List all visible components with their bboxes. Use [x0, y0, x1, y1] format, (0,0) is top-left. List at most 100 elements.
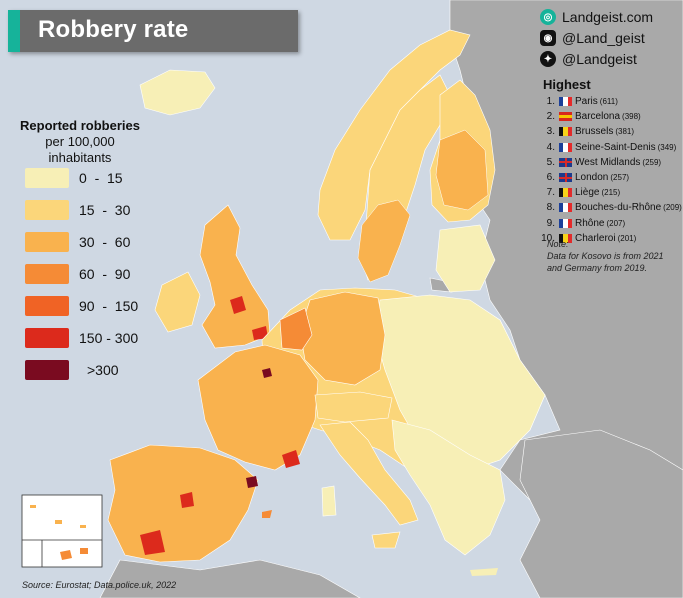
rank-number: 3. — [546, 126, 555, 138]
flag-icon — [559, 127, 572, 137]
italy — [319, 421, 419, 526]
legend-label: 0 - 15 — [79, 170, 123, 186]
legend-swatch — [25, 168, 69, 188]
legend-item: 15 - 30 — [25, 200, 130, 220]
flag-icon — [559, 218, 572, 228]
place-value: (349) — [657, 142, 677, 152]
great-britain-hotspots — [230, 296, 268, 340]
place-value: (611) — [599, 97, 618, 106]
place-name: Paris — [575, 96, 598, 107]
highest-item: 4. Seine-Saint-Denis (349) — [541, 141, 677, 153]
brand-twitter: @Landgeist — [562, 51, 637, 67]
highest-item: 9. Rhône (207) — [541, 217, 626, 229]
flag-icon — [559, 142, 572, 152]
highest-item: 1. Paris (611) — [541, 96, 618, 107]
place-value: (201) — [617, 233, 637, 243]
norway — [317, 29, 471, 241]
rank-number: 4. — [546, 141, 555, 153]
balearic — [262, 510, 272, 518]
highest-item: 7. Liège (215) — [541, 187, 621, 199]
place-name: Rhône — [575, 217, 605, 229]
barcelona — [246, 476, 258, 488]
france-paris — [262, 368, 272, 378]
rank-number: 1. — [546, 96, 555, 107]
iberia-hotspots — [140, 492, 194, 555]
rank-number: 10. — [541, 232, 555, 244]
rank-number: 5. — [546, 156, 555, 168]
legend-title-line1: Reported robberies — [20, 118, 140, 133]
rank-number: 6. — [546, 172, 555, 183]
ireland — [154, 271, 201, 333]
place-name: London — [575, 172, 609, 183]
place-name: Liège — [575, 187, 600, 199]
sicily — [371, 531, 401, 549]
legend-title-line3: inhabitants — [48, 150, 112, 165]
place-value: (398) — [622, 112, 641, 122]
legend-label: 60 - 90 — [79, 266, 131, 282]
highest-item: 2. Barcelona (398) — [541, 111, 641, 122]
note: Note: Data for Kosovo is from 2021 and G… — [547, 238, 677, 274]
legend-swatch — [25, 328, 69, 348]
legend-title: Reported robberies per 100,000 inhabitan… — [10, 118, 150, 166]
note-text: Note: Data for Kosovo is from 2021 and G… — [547, 239, 664, 273]
canary-inset — [21, 494, 103, 568]
flag-icon — [559, 188, 572, 198]
rank-number: 7. — [546, 187, 555, 199]
twitter-icon: ✦ — [540, 51, 556, 67]
highest-item: 5. West Midlands (259) — [541, 157, 661, 168]
legend-swatch — [25, 360, 69, 380]
legend-item: 0 - 15 — [25, 168, 123, 188]
eastern-europe — [374, 294, 546, 471]
place-name: Bouches-du-Rhône — [575, 202, 662, 214]
source-caption: Source: Eurostat; Data.police.uk, 2022 — [22, 580, 177, 590]
france — [197, 344, 319, 471]
place-name: Charleroi — [575, 232, 616, 244]
france-south-hotspot — [282, 450, 300, 468]
rank-number: 8. — [546, 202, 555, 214]
non-eu-land — [99, 0, 683, 598]
legend-item: 90 - 150 — [25, 296, 138, 316]
great-britain — [199, 204, 271, 349]
title-accent-bar — [8, 10, 20, 52]
place-value: (381) — [615, 127, 635, 137]
place-name: Seine-Saint-Denis — [575, 141, 656, 153]
balkans — [391, 419, 506, 556]
legend-swatch — [25, 264, 69, 284]
place-value: (209) — [663, 203, 682, 213]
brand-site-row[interactable]: ◎ Landgeist.com — [540, 9, 653, 25]
legend-label: 15 - 30 — [79, 202, 131, 218]
sweden-south — [357, 199, 411, 283]
crete — [470, 568, 498, 576]
alps — [314, 391, 393, 423]
flag-icon — [559, 97, 572, 106]
legend-item: 30 - 60 — [25, 232, 130, 252]
flag-icon — [559, 233, 572, 243]
flag-icon — [559, 112, 572, 122]
place-value: (215) — [601, 188, 621, 198]
sardinia — [321, 485, 337, 517]
legend-label: 150 - 300 — [79, 330, 139, 346]
legend-swatch — [25, 200, 69, 220]
place-value: (207) — [606, 218, 626, 228]
legend-item: >300 — [25, 360, 119, 380]
legend-item: 60 - 90 — [25, 264, 130, 284]
legend-label: 90 - 150 — [79, 298, 139, 314]
legend-swatch — [25, 232, 69, 252]
place-name: Brussels — [575, 126, 614, 138]
legend-item: 150 - 300 — [25, 328, 138, 348]
benelux — [279, 307, 313, 351]
place-value: (259) — [642, 157, 662, 167]
brand-twitter-row[interactable]: ✦ @Landgeist — [540, 51, 637, 67]
flag-icon — [559, 173, 572, 182]
title-banner: Robbery rate — [8, 10, 298, 52]
legend-title-line2: per 100,000 — [45, 134, 115, 149]
baltics — [435, 224, 496, 293]
brand-instagram: @Land_geist — [562, 30, 645, 46]
place-value: (257) — [610, 173, 630, 182]
brand-instagram-row[interactable]: ◉ @Land_geist — [540, 30, 645, 46]
highest-item: 10. Charleroi (201) — [541, 233, 636, 244]
flag-icon — [559, 157, 572, 167]
place-name: Barcelona — [575, 111, 621, 123]
